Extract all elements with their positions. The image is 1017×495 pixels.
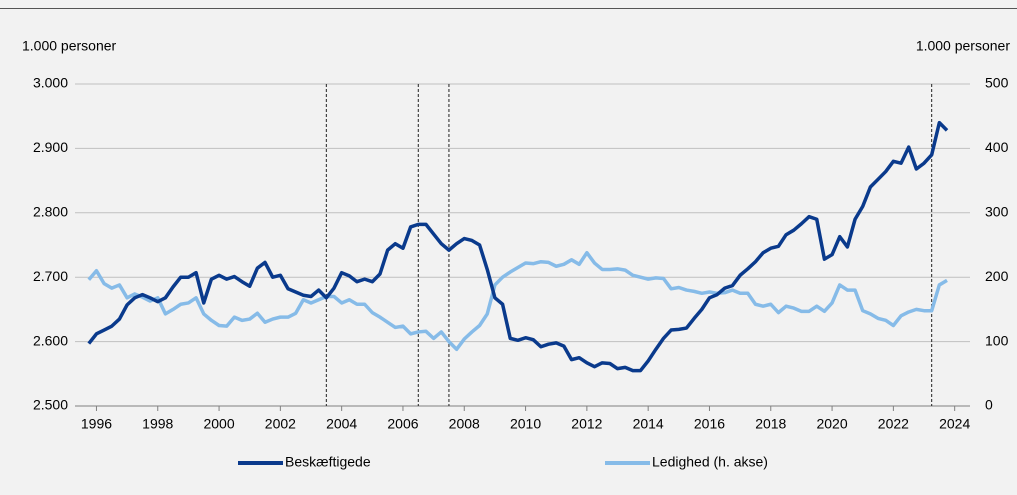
y-tick-label: 2.600 bbox=[33, 332, 68, 348]
x-tick-label: 1998 bbox=[142, 416, 173, 432]
legend-label: Beskæftigede bbox=[285, 454, 371, 470]
x-tick-label: 2024 bbox=[939, 416, 970, 432]
x-tick-label: 2004 bbox=[326, 416, 357, 432]
y-tick-label: 2.500 bbox=[33, 397, 68, 413]
y-tick-label: 3.000 bbox=[33, 75, 68, 91]
x-tick-label: 2010 bbox=[510, 416, 541, 432]
x-tick-label: 2022 bbox=[878, 416, 909, 432]
series-line bbox=[87, 120, 949, 373]
x-tick-label: 2020 bbox=[816, 416, 847, 432]
x-tick-label: 2018 bbox=[755, 416, 786, 432]
y2-tick-label: 100 bbox=[985, 332, 1009, 348]
y2-tick-label: 400 bbox=[985, 139, 1009, 155]
x-tick-label: 2014 bbox=[633, 416, 664, 432]
y-tick-label: 2.700 bbox=[33, 268, 68, 284]
x-tick-label: 1996 bbox=[81, 416, 112, 432]
x-tick-label: 2008 bbox=[449, 416, 480, 432]
x-tick-label: 2006 bbox=[387, 416, 418, 432]
x-tick-label: 2016 bbox=[694, 416, 725, 432]
y-axis-label: 1.000 personer bbox=[22, 38, 117, 54]
x-tick-label: 2012 bbox=[571, 416, 602, 432]
series-line bbox=[87, 250, 948, 352]
y2-tick-label: 200 bbox=[985, 268, 1009, 284]
y2-tick-label: 0 bbox=[985, 397, 993, 413]
x-tick-label: 2000 bbox=[203, 416, 234, 432]
y2-tick-label: 300 bbox=[985, 204, 1009, 220]
x-tick-label: 2002 bbox=[265, 416, 296, 432]
y2-axis-label: 1.000 personer bbox=[916, 38, 1011, 54]
y2-tick-label: 500 bbox=[985, 75, 1009, 91]
legend-label: Ledighed (h. akse) bbox=[652, 454, 768, 470]
y-tick-label: 2.900 bbox=[33, 139, 68, 155]
y-tick-label: 2.800 bbox=[33, 204, 68, 220]
